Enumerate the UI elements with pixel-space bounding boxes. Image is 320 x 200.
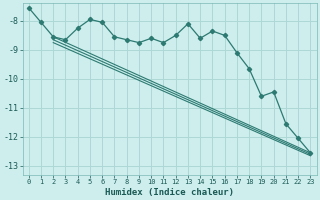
X-axis label: Humidex (Indice chaleur): Humidex (Indice chaleur): [105, 188, 234, 197]
